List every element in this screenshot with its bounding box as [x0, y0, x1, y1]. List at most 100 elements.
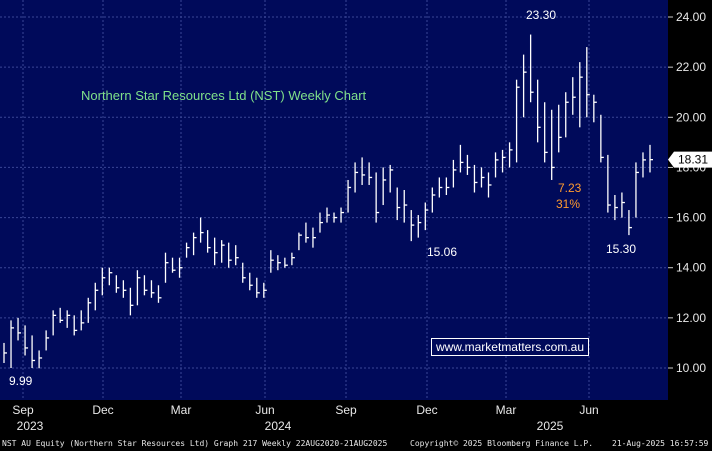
- annotation-drop-amount: 7.23: [558, 181, 582, 195]
- last-price-label: 18.31: [678, 153, 708, 167]
- x-year-label: 2024: [265, 419, 292, 433]
- chart: 10.0012.0014.0016.0018.0020.0022.0024.00…: [0, 0, 712, 436]
- ohlc-bar: [614, 195, 618, 221]
- ohlc-bar: [354, 162, 359, 193]
- ohlc-bar: [192, 232, 197, 256]
- ohlc-bar: [73, 315, 78, 336]
- y-tick-label: 22.00: [676, 60, 706, 74]
- ohlc-bar: [579, 62, 583, 128]
- ohlc-bar: [396, 187, 401, 221]
- ohlc-bar: [235, 245, 239, 266]
- ohlc-bar: [150, 280, 155, 298]
- chart-title: Northern Star Resources Ltd (NST) Weekly…: [81, 88, 367, 103]
- ohlc-bar: [628, 210, 632, 236]
- ohlc-bar: [277, 255, 281, 271]
- ohlc-bar: [600, 114, 604, 163]
- ohlc-bar: [59, 307, 64, 323]
- ohlc-bar: [24, 325, 29, 356]
- ohlc-bar: [122, 280, 127, 298]
- ohlc-bar: [438, 177, 443, 198]
- ohlc-bar: [368, 162, 373, 185]
- footer-security-info: NST AU Equity (Northern Star Resources L…: [2, 439, 388, 448]
- ohlc-bar: [565, 92, 569, 138]
- annotation-low-dec: 15.06: [427, 245, 457, 259]
- ohlc-bar: [17, 317, 22, 341]
- right-axis-area: [668, 0, 712, 436]
- annotation-high: 23.30: [526, 8, 556, 22]
- ohlc-bar: [291, 252, 295, 266]
- ohlc-bar: [607, 154, 611, 213]
- ohlc-bar: [586, 47, 590, 118]
- ohlc-bar: [642, 152, 646, 178]
- footer-timestamp: 21-Aug-2025 16:57:59: [612, 439, 709, 448]
- ohlc-bar: [108, 267, 113, 286]
- bottom-axis-area: [0, 400, 668, 436]
- x-month-label: Jun: [255, 403, 274, 417]
- x-month-label: Sep: [12, 403, 34, 417]
- ohlc-bar: [270, 250, 274, 273]
- x-year-label: 2023: [17, 419, 44, 433]
- annotation-low-jul: 15.30: [606, 242, 636, 256]
- ohlc-bar: [361, 157, 366, 185]
- y-tick-label: 24.00: [676, 10, 706, 24]
- ohlc-bar: [3, 342, 7, 363]
- ohlc-bar: [214, 237, 218, 266]
- ohlc-bar: [326, 207, 330, 223]
- ohlc-bar: [515, 79, 520, 163]
- ohlc-bar: [143, 275, 148, 296]
- ohlc-bar: [522, 54, 527, 118]
- ohlc-bar: [298, 232, 302, 251]
- ohlc-bar: [417, 215, 422, 238]
- ohlc-bar: [382, 167, 387, 206]
- ohlc-bar: [572, 77, 576, 115]
- ohlc-bar: [38, 350, 43, 369]
- ohlc-bar: [410, 210, 415, 242]
- ohlc-bar: [178, 257, 183, 278]
- ohlc-bar: [101, 267, 106, 296]
- ohlc-bar: [431, 187, 436, 213]
- ohlc-bar: [115, 275, 120, 293]
- ohlc-bar: [403, 189, 408, 223]
- footer-bar: NST AU Equity (Northern Star Resources L…: [0, 436, 712, 451]
- ohlc-bar: [529, 34, 534, 103]
- ohlc-bar: [312, 227, 316, 248]
- ohlc-bar: [305, 222, 309, 243]
- ohlc-bar: [242, 262, 246, 283]
- ohlc-bar: [558, 104, 562, 153]
- ohlc-bar: [199, 217, 204, 243]
- ohlc-bar: [494, 152, 499, 178]
- ohlc-bar: [52, 310, 57, 336]
- ohlc-bar: [164, 252, 169, 283]
- ohlc-bar: [284, 257, 288, 268]
- ohlc-bar: [347, 179, 352, 213]
- x-month-label: Mar: [171, 403, 192, 417]
- last-price-tag: 18.31: [668, 151, 712, 168]
- ohlc-bar: [66, 310, 71, 328]
- ohlc-bar: [333, 212, 338, 223]
- ohlc-bar: [45, 330, 50, 351]
- annotation-low-start: 9.99: [9, 374, 33, 388]
- ohlc-bar: [221, 240, 225, 263]
- ohlc-bar: [621, 192, 625, 218]
- x-month-label: Mar: [496, 403, 517, 417]
- ohlc-bar: [185, 242, 190, 258]
- ohlc-bar: [94, 282, 99, 311]
- ohlc-bar: [171, 257, 176, 273]
- ohlc-bar: [487, 172, 492, 198]
- x-month-label: Jun: [579, 403, 598, 417]
- ohlc-bar: [544, 102, 548, 163]
- ohlc-bar: [87, 297, 92, 323]
- ohlc-bar: [551, 109, 555, 180]
- ohlc-bar: [263, 282, 267, 298]
- x-axis: Sep Dec Mar Jun Sep Dec Mar Jun 2023 2024 2025: [12, 403, 598, 433]
- ohlc-bar: [136, 270, 141, 306]
- ohlc-bar: [31, 335, 36, 368]
- ohlc-bar: [319, 212, 323, 233]
- ohlc-bar: [501, 149, 506, 173]
- ohlc-bar: [649, 144, 653, 173]
- ohlc-bar: [593, 94, 597, 123]
- ohlc-bar: [452, 159, 457, 188]
- x-year-label: 2025: [537, 419, 564, 433]
- ohlc-bar: [459, 144, 464, 173]
